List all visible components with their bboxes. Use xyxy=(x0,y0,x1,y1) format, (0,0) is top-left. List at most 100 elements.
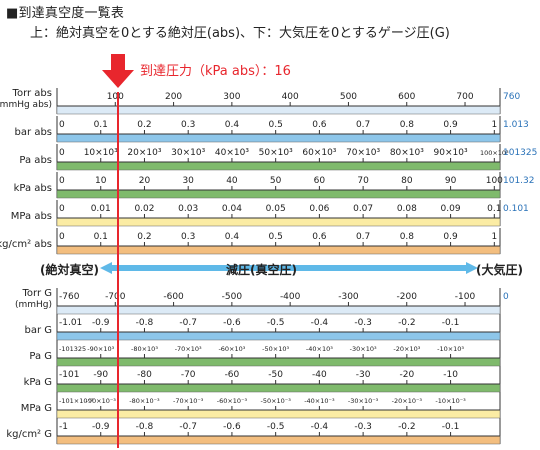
gauge-scale-left-value-5: -1 xyxy=(59,422,68,432)
gauge-scale-tick-label-1-5: -0.4 xyxy=(311,318,329,328)
abs-scale-band-4 xyxy=(56,217,501,227)
abs-scale-tick-label-4-0: 0.01 xyxy=(91,204,111,214)
abs-scale-tick-label-2-1: 20×10³ xyxy=(127,148,161,158)
gauge-scale-tick-label-5-0: -0.9 xyxy=(92,422,110,432)
abs-scale-tick-label-1-4: 0.5 xyxy=(268,120,282,130)
gauge-scale-tick-label-1-0: -0.9 xyxy=(92,318,110,328)
gauge-scale-tick-label-1-8: -0.1 xyxy=(442,318,460,328)
abs-scale-tick-label-2-2: 30×10³ xyxy=(171,148,205,158)
abs-scale-tick-label-3-6: 70 xyxy=(357,176,369,186)
abs-scale-tick-label-2-6: 70×10³ xyxy=(346,148,380,158)
abs-scale-tick-label-2-8: 90×10³ xyxy=(434,148,468,158)
gauge-scale-tick-label-1-4: -0.5 xyxy=(267,318,285,328)
gauge-scale-tick-label-0-2: -500 xyxy=(222,292,243,302)
abs-scale-right-value-3: 101.32 xyxy=(503,176,535,186)
abs-scale-right-value-1: 1.013 xyxy=(503,120,529,130)
abs-scale-tick-label-5-5: 0.6 xyxy=(312,232,327,242)
abs-scale-tick-label-2-3: 40×10³ xyxy=(215,148,249,158)
abs-scale-right-value-0: 760 xyxy=(503,92,520,102)
gauge-scale-tick-label-0-4: -300 xyxy=(338,292,359,302)
abs-scale-tick-label-3-1: 20 xyxy=(139,176,151,186)
abs-scale-tick-label-4-7: 0.08 xyxy=(397,204,417,214)
decompression-label: 減圧(真空圧) xyxy=(226,263,297,277)
abs-scale-tick-label-3-5: 60 xyxy=(314,176,326,186)
abs-scale-tick-label-4-5: 0.06 xyxy=(309,204,329,214)
abs-scale-tick-label-5-9: 1 xyxy=(491,232,497,242)
gauge-scale-tick-label-5-6: -0.3 xyxy=(354,422,372,432)
abs-scale-left-value-3: 0 xyxy=(59,176,65,186)
abs-scale-tick-label-4-3: 0.04 xyxy=(222,204,242,214)
abs-scale-tick-label-3-7: 80 xyxy=(401,176,413,186)
abs-scale-tick-label-1-0: 0.1 xyxy=(94,120,108,130)
gauge-scale-band-4 xyxy=(56,409,501,419)
absolute-vacuum-label: (絶対真空) xyxy=(40,263,99,277)
abs-scale-left-value-1: 0 xyxy=(59,120,65,130)
gauge-scale-tick-label-2-2: -70×10³ xyxy=(175,345,202,353)
gauge-scale-unit-3: kPa G xyxy=(24,377,52,388)
gauge-scale-tick-label-4-0: -90×10⁻³ xyxy=(86,397,117,405)
abs-scale-tick-label-3-0: 10 xyxy=(95,176,107,186)
abs-scale-right-value-2: 101325 xyxy=(503,148,537,158)
gauge-scale-tick-label-3-4: -50 xyxy=(268,370,283,380)
gauge-scale-band-5 xyxy=(56,435,501,445)
gauge-scale-tick-label-1-2: -0.7 xyxy=(179,318,197,328)
abs-scale-band-1 xyxy=(56,133,501,143)
abs-scale-tick-label-2-7: 80×10³ xyxy=(390,148,424,158)
abs-scale-tick-label-5-8: 0.9 xyxy=(443,232,458,242)
abs-scale-band-5 xyxy=(56,245,501,255)
gauge-scale-tick-label-1-1: -0.8 xyxy=(136,318,154,328)
abs-scale-tick-label-1-9: 1 xyxy=(491,120,497,130)
abs-scale-tick-label-3-3: 40 xyxy=(226,176,238,186)
gauge-scale-tick-label-5-4: -0.5 xyxy=(267,422,285,432)
abs-scale-tick-label-4-8: 0.09 xyxy=(441,204,461,214)
abs-scale-tick-label-3-8: 90 xyxy=(445,176,457,186)
gauge-scale-band-1 xyxy=(56,331,501,341)
gauge-scale-tick-label-2-6: -30×10³ xyxy=(350,345,377,353)
page-subtitle: 上：絶対真空を0とする絶対圧(abs)、下：大気圧を0とするゲージ圧(G) xyxy=(30,26,450,41)
abs-scale-tick-label-1-6: 0.7 xyxy=(356,120,370,130)
abs-scale-tick-label-5-4: 0.5 xyxy=(268,232,282,242)
gauge-scale-band-3 xyxy=(56,383,501,393)
gauge-scale-tick-label-2-3: -60×10³ xyxy=(218,345,245,353)
gauge-scale-unit-0: Torr G xyxy=(21,288,52,299)
gauge-scale-tick-label-2-0: -90×10³ xyxy=(87,345,114,353)
abs-scale-tick-label-0-0: 100 xyxy=(107,92,124,102)
abs-scale-right-value-4: 0.101 xyxy=(503,204,529,214)
abs-scale-tick-label-0-6: 700 xyxy=(456,92,473,102)
gauge-scale-tick-label-4-1: -80×10⁻³ xyxy=(129,397,160,405)
abs-scale-tick-label-3-9: 100 xyxy=(486,176,503,186)
abs-scale-tick-label-0-4: 500 xyxy=(340,92,357,102)
gauge-scale-left-value-3: -101 xyxy=(59,370,79,380)
gauge-scale-unit-4: MPa G xyxy=(21,403,52,414)
gauge-scale-tick-label-5-3: -0.6 xyxy=(223,422,241,432)
gauge-scale-tick-label-3-6: -30 xyxy=(356,370,371,380)
abs-scale-tick-label-5-0: 0.1 xyxy=(94,232,108,242)
gauge-scale-tick-label-4-7: -20×10⁻³ xyxy=(392,397,423,405)
gauge-scale-tick-label-2-5: -40×10³ xyxy=(306,345,333,353)
gauge-scale-tick-label-3-1: -80 xyxy=(137,370,152,380)
gauge-scale-tick-label-2-7: -20×10³ xyxy=(393,345,420,353)
gauge-scale-unit2-0: (mmHg) xyxy=(15,300,52,310)
gauge-scale-tick-label-1-3: -0.6 xyxy=(223,318,241,328)
abs-scale-tick-label-4-1: 0.02 xyxy=(134,204,154,214)
abs-scale-unit-4: MPa abs xyxy=(11,211,52,222)
abs-scale-tick-label-3-2: 30 xyxy=(182,176,194,186)
abs-scale-tick-label-5-2: 0.3 xyxy=(181,232,195,242)
gauge-scale-unit-5: kg/cm² G xyxy=(6,429,52,440)
gauge-scale-left-value-4: -101×10⁻³ xyxy=(59,397,94,405)
abs-scale-tick-label-2-9: 100×10³ xyxy=(480,149,509,157)
abs-scale-tick-label-3-4: 50 xyxy=(270,176,282,186)
gauge-scale-unit-1: bar G xyxy=(24,325,52,336)
gauge-scale-tick-label-0-5: -200 xyxy=(397,292,418,302)
gauge-scale-tick-label-3-8: -10 xyxy=(443,370,458,380)
abs-scale-unit2-0: (mmHg abs) xyxy=(0,100,52,110)
abs-scale-tick-label-4-4: 0.05 xyxy=(266,204,286,214)
gauge-scale-tick-label-0-3: -400 xyxy=(280,292,301,302)
gauge-scale-tick-label-3-0: -90 xyxy=(93,370,108,380)
gauge-scale-tick-label-5-5: -0.4 xyxy=(311,422,329,432)
gauge-scale-tick-label-2-4: -50×10³ xyxy=(262,345,289,353)
page-title: ■到達真空度一覧表 xyxy=(6,6,125,21)
abs-scale-unit-1: bar abs xyxy=(15,127,52,138)
abs-scale-tick-label-5-6: 0.7 xyxy=(356,232,370,242)
gauge-scale-tick-label-4-2: -70×10⁻³ xyxy=(173,397,204,405)
